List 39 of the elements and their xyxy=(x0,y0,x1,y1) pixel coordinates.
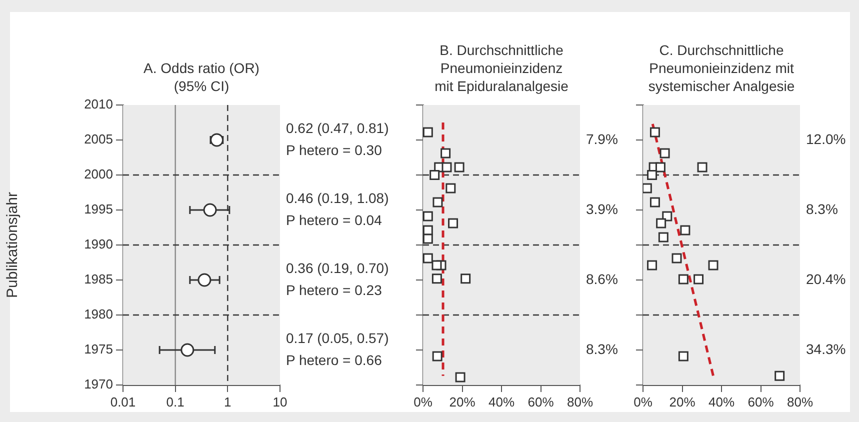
text: 8.3% xyxy=(806,200,838,217)
text: 20.4% xyxy=(806,270,846,287)
x-tick-label: 20% xyxy=(449,394,476,410)
y-tick-label: 1975 xyxy=(84,342,113,357)
x-tick-label: 0% xyxy=(634,394,653,410)
y-tick-label: 1985 xyxy=(84,272,113,287)
x-tick-label: 0.01 xyxy=(110,394,136,410)
y-tick-label: 2005 xyxy=(84,132,113,147)
y-tick-label: 2010 xyxy=(84,96,113,112)
chart-title: C. Durchschnittliche Pneumonieinzidenz mit systemischer Analgesie xyxy=(648,42,795,94)
text: 34.3% xyxy=(806,340,846,357)
text: 0.17 (0.05, 0.57) P hetero = 0.66 xyxy=(286,330,389,368)
x-tick-label: 60% xyxy=(748,394,774,410)
x-tick-label: 80% xyxy=(566,394,594,410)
y-axis-title: Publikationsjahr xyxy=(4,192,22,298)
text: 0.46 (0.19, 1.08) P hetero = 0.04 xyxy=(286,190,389,228)
x-tick-label: 0% xyxy=(414,394,433,410)
x-tick-label: 40% xyxy=(488,394,515,410)
chart-title: A. Odds ratio (OR) (95% CI) xyxy=(144,60,260,94)
text: 7.9% xyxy=(586,130,618,147)
y-tick-label: 1995 xyxy=(84,202,113,217)
x-tick-label: 10 xyxy=(272,394,288,410)
chart-title: B. Durchschnittliche Pneumonieinzidenz mit Epiduralanalgesie xyxy=(434,42,569,94)
x-tick-label: 40% xyxy=(708,394,735,410)
x-tick-label: 60% xyxy=(528,394,554,410)
y-tick-label: 2000 xyxy=(84,166,113,182)
x-tick-label: 1 xyxy=(224,394,232,410)
text: 0.62 (0.47, 0.81) P hetero = 0.30 xyxy=(286,120,389,158)
x-tick-label: 80% xyxy=(786,394,814,410)
x-tick-label: 0.1 xyxy=(166,394,184,410)
text: 12.0% xyxy=(806,130,846,147)
text: 0.36 (0.19, 0.70) P hetero = 0.23 xyxy=(286,260,389,298)
y-tick-label: 1990 xyxy=(84,236,113,252)
y-tick-label: 1980 xyxy=(84,306,113,322)
x-tick-label: 20% xyxy=(669,394,696,410)
text: 8.3% xyxy=(586,340,618,357)
text: 3.9% xyxy=(586,200,618,217)
text: 8.6% xyxy=(586,270,618,287)
y-tick-label: 1970 xyxy=(84,376,113,392)
